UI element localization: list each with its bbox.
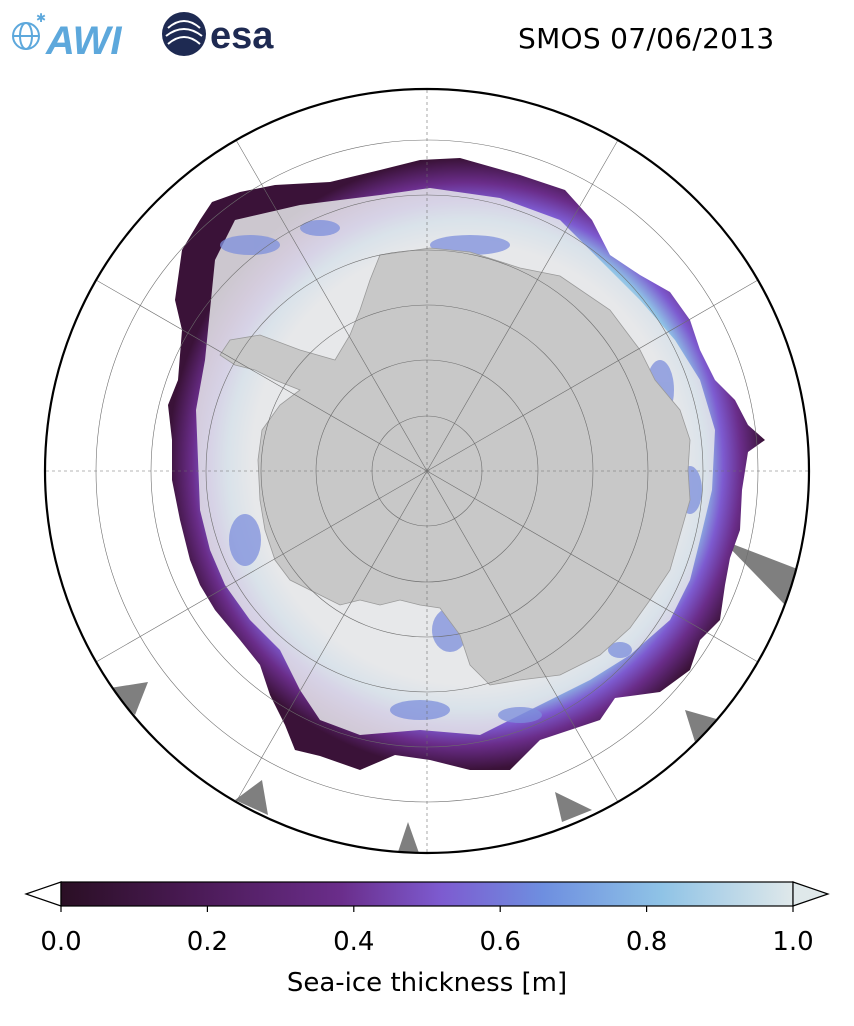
antarctica-landmass (219, 247, 691, 686)
colorbar-tick-label: 0.4 (333, 927, 374, 957)
map-boundary (43, 87, 811, 855)
meridians (45, 89, 809, 853)
awi-globe-icon (12, 22, 40, 50)
polar-map (43, 87, 811, 855)
colorbar-tick-label: 1.0 (772, 927, 813, 957)
awi-logo-text: AWI (45, 19, 122, 60)
colorbar-tick-label: 0.8 (626, 927, 667, 957)
colorbar-extend-low (24, 881, 62, 907)
colorbar-tick-label: 0.6 (480, 927, 521, 957)
esa-logo: esa (162, 12, 274, 57)
colorbar: 0.0 0.2 0.4 0.6 0.8 1.0 Sea-ice thickness [m] (24, 881, 830, 998)
colorbar-tick-label: 0.0 (40, 927, 81, 957)
awi-logo: ✱ AWI (12, 11, 122, 60)
colorbar-gradient (60, 881, 794, 907)
missing-data-regions (110, 540, 800, 853)
colorbar-extend-high (792, 881, 830, 907)
colorbar-label: Sea-ice thickness [m] (287, 968, 567, 998)
esa-logo-text: esa (210, 15, 274, 57)
awi-star-icon: ✱ (36, 11, 46, 25)
map-title: SMOS 07/06/2013 (518, 22, 775, 55)
esa-emblem-icon (162, 12, 206, 56)
colorbar-tick-label: 0.2 (187, 927, 228, 957)
